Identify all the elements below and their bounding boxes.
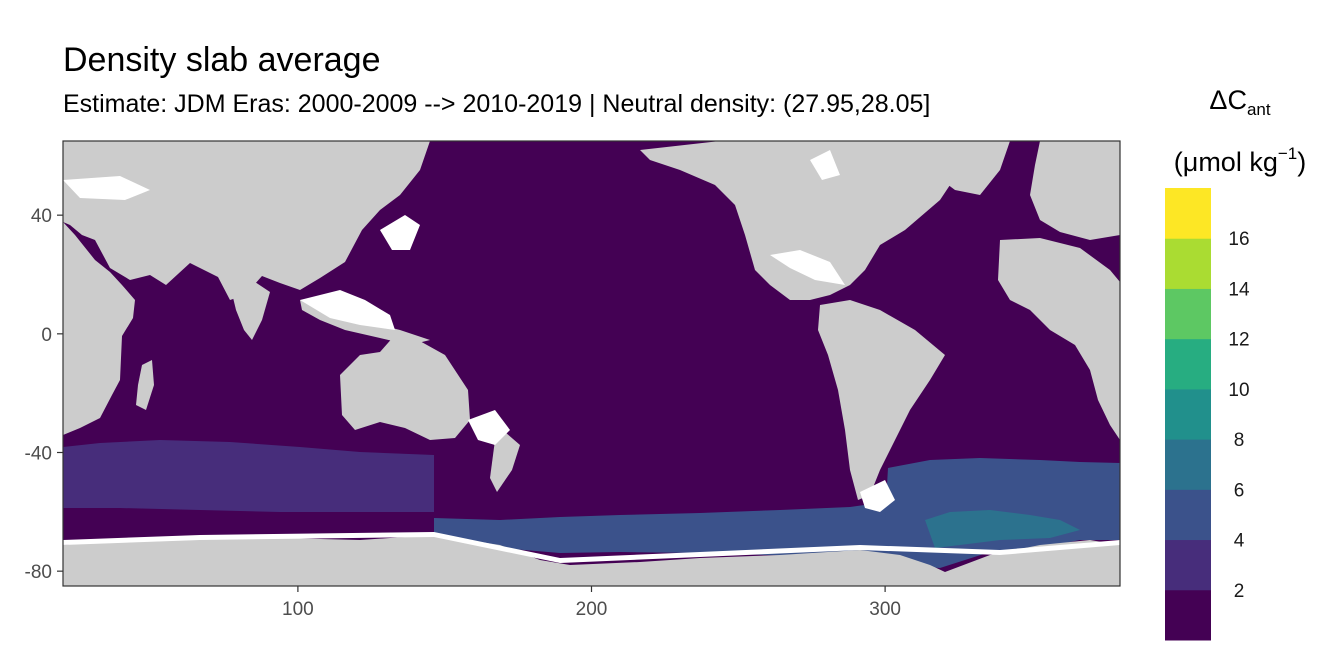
colorbar-bin	[1165, 489, 1211, 541]
madagascar-landmass	[136, 360, 154, 410]
africa-east-landmass	[998, 238, 1120, 440]
europe-east-landmass	[1030, 141, 1120, 240]
colorbar-bin	[1165, 288, 1211, 340]
colorbar-label: 12	[1228, 330, 1249, 351]
x-tick-label: 200	[576, 599, 608, 620]
north-america-landmass	[640, 141, 1000, 300]
land-masses	[63, 141, 1120, 586]
na-patch-mediterranean	[63, 176, 150, 200]
x-tick-label: 100	[282, 599, 314, 620]
indian-ocean-south-band	[63, 440, 434, 512]
na-patch-hudson	[810, 150, 840, 180]
colorbar-bin	[1165, 238, 1211, 289]
map-panel	[63, 141, 1120, 586]
na-patch-drake	[860, 480, 895, 512]
y-tick-label: -40	[25, 444, 52, 465]
india-landmass	[230, 282, 270, 340]
colorbar-label: 2	[1234, 581, 1245, 602]
missing-data-patches	[63, 150, 1120, 563]
colorbar-label: 6	[1234, 480, 1245, 501]
legend-units: (μmol kg−1)	[1173, 144, 1307, 177]
colorbar-bin	[1165, 188, 1211, 239]
new-zealand-landmass	[490, 432, 520, 492]
weddell-sea-band	[925, 510, 1080, 548]
legend-title: ΔCant	[1209, 85, 1271, 119]
south-america-landmass	[818, 300, 945, 500]
colorbar-bin	[1165, 338, 1211, 390]
colorbar-label: 16	[1228, 229, 1249, 250]
pacific-southern-band	[434, 498, 920, 560]
y-tick-label: 40	[31, 206, 52, 227]
chart-title: Density slab average	[63, 41, 381, 79]
colorbar: 2 4 6 8 10 12 14 16	[1165, 188, 1250, 641]
y-tick-label: 0	[41, 325, 52, 346]
antarctica-landmass	[63, 535, 1120, 586]
southern-ocean-bands	[63, 440, 1120, 568]
colorbar-label: 8	[1234, 430, 1245, 451]
colorbar-bin	[1165, 539, 1211, 591]
colorbar-bin	[1165, 589, 1211, 641]
colorbar-label: 10	[1228, 380, 1249, 401]
na-patch-tasman	[468, 410, 510, 445]
x-tick-label: 300	[869, 599, 901, 620]
y-tick-label: -80	[25, 562, 52, 583]
colorbar-bin	[1165, 439, 1211, 490]
chart-subtitle: Estimate: JDM Eras: 2000-2009 --> 2010-2…	[63, 90, 931, 118]
na-patch-caribbean	[770, 250, 845, 285]
colorbar-bin	[1165, 388, 1211, 440]
na-patch-east-asia	[380, 215, 420, 250]
eurasia-landmass	[63, 141, 430, 300]
colorbar-label: 4	[1234, 531, 1245, 552]
na-patch-antarctic-coast	[63, 532, 1120, 563]
greenland-landmass	[905, 141, 1010, 195]
colorbar-label: 14	[1228, 279, 1250, 300]
africa-landmass	[63, 222, 135, 435]
na-patch-south-asia	[300, 290, 395, 330]
australia-landmass	[340, 335, 470, 440]
